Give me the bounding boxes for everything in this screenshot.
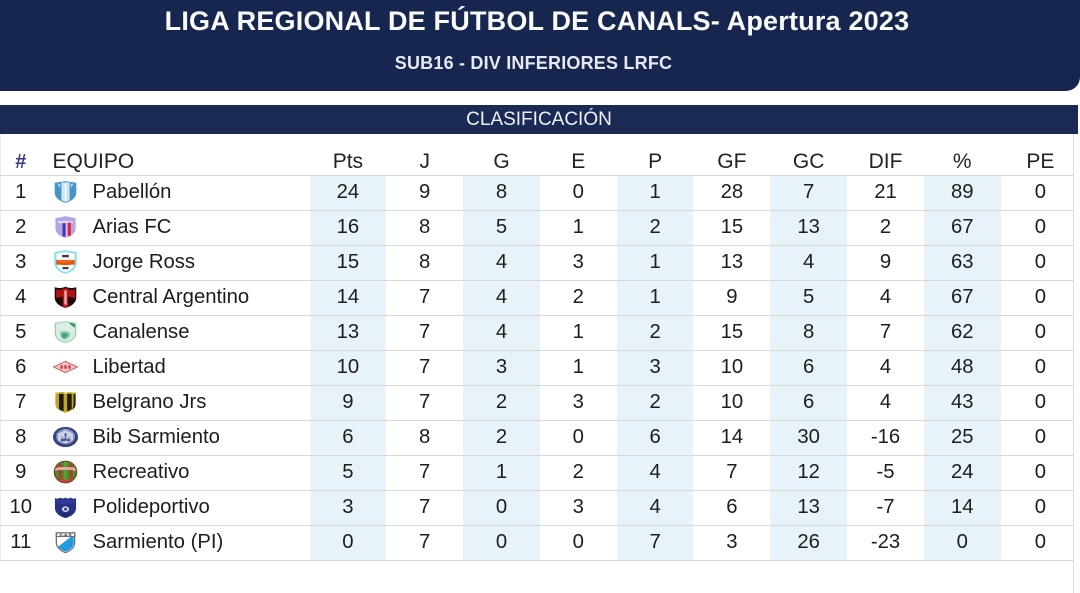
svg-text:C.A.S: C.A.S bbox=[59, 532, 71, 536]
